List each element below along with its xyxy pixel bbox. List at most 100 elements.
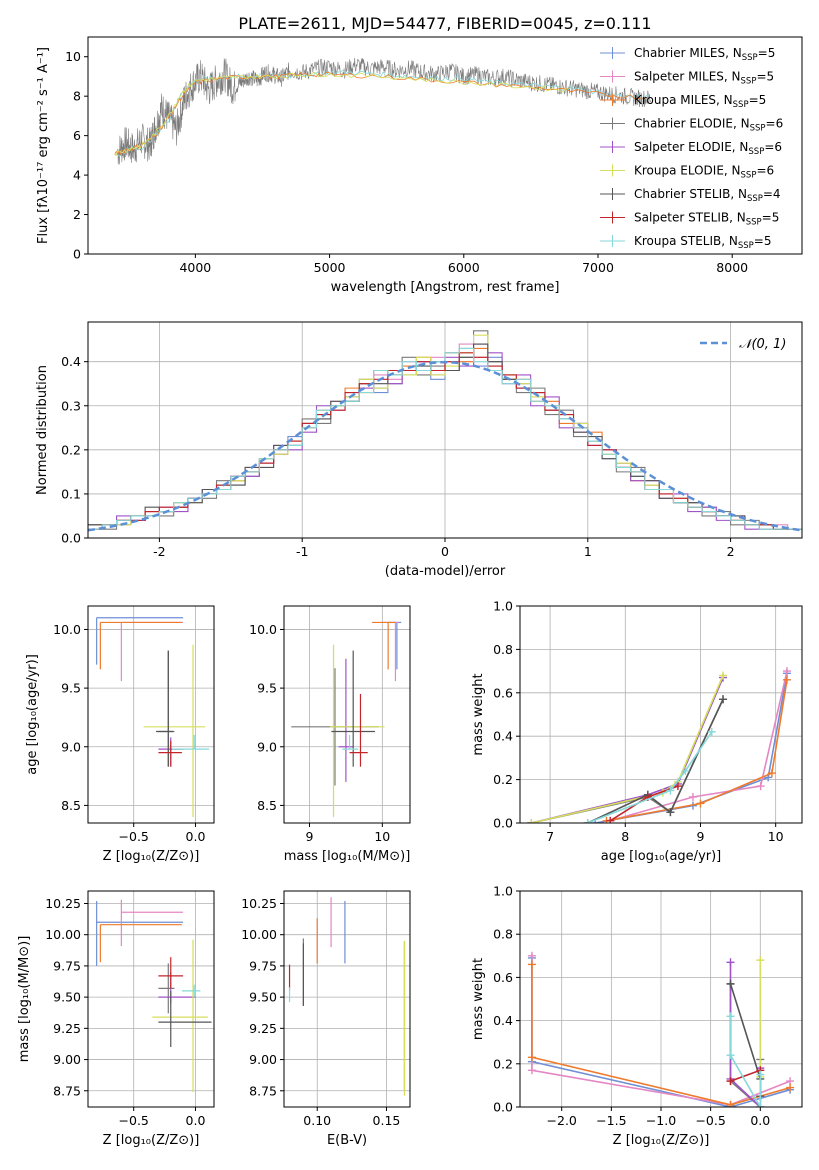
x-tick-label: −0.5 xyxy=(119,1113,149,1128)
error-cross xyxy=(342,735,359,750)
x-tick-label: 7000 xyxy=(582,260,614,275)
y-axis-label: age [log₁₀(age/yr)] xyxy=(25,654,40,775)
axes-frame xyxy=(519,605,803,824)
y-tick-label: 9.0 xyxy=(61,739,81,754)
x-tick-label: −1.5 xyxy=(596,1113,626,1128)
weight-line xyxy=(531,675,724,823)
error-cross xyxy=(181,984,201,998)
error-cross xyxy=(158,740,182,767)
x-tick-label: 8 xyxy=(621,829,629,844)
y-tick-label: 0.0 xyxy=(493,1100,513,1115)
y-tick-label: 0.2 xyxy=(493,1056,513,1071)
weight-point xyxy=(527,960,536,969)
error-cross xyxy=(96,617,184,665)
weight-point xyxy=(719,671,728,680)
error-cross xyxy=(158,990,212,1048)
x-tick-label: −0.5 xyxy=(119,829,149,844)
weight-line xyxy=(587,731,713,823)
weight-vs-metallicity-panel: −2.0 −1.5 −1.0 −0.5 0.0 0.0 0.2 0.4 0.6 0.8 1.0 Z [… xyxy=(471,884,803,1148)
x-tick-label: 8000 xyxy=(716,260,748,275)
x-tick-label: 2 xyxy=(727,544,735,559)
y-axis-label: mass weight xyxy=(471,673,486,755)
x-axis-label: Z [log₁₀(Z/Z⊙)] xyxy=(103,1133,200,1148)
weight-point xyxy=(756,1103,765,1107)
error-cross xyxy=(143,644,206,818)
error-cross xyxy=(158,957,184,989)
y-tick-label: 8.75 xyxy=(53,1083,81,1098)
y-tick-label: 10.25 xyxy=(241,896,277,911)
weight-point xyxy=(583,819,592,823)
error-cross xyxy=(99,621,182,670)
y-tick-label: 8.5 xyxy=(61,798,81,813)
y-axis-label: Normed distribution xyxy=(35,365,50,495)
y-tick-label: 0.0 xyxy=(61,531,81,546)
plot-area xyxy=(527,667,791,823)
spectrum-line xyxy=(114,71,569,156)
plot-area xyxy=(96,899,212,1093)
axes-frame xyxy=(283,605,411,824)
x-tick-label: 5000 xyxy=(314,260,346,275)
y-axis-label: mass [log₁₀(M/M⊙)] xyxy=(17,936,32,1063)
error-cross xyxy=(99,924,182,963)
y-tick-label: 10.00 xyxy=(241,927,277,942)
y-tick-label: 9.5 xyxy=(257,681,277,696)
y-tick-label: 0.1 xyxy=(61,486,81,501)
weight-point xyxy=(527,951,536,960)
axes-frame xyxy=(87,36,803,255)
mass-vs-ebv-panel: 0.10 0.15 8.75 9.00 9.25 9.50 9.75 10.00 10.25 E(… xyxy=(241,890,411,1148)
x-tick-label: 9 xyxy=(306,829,314,844)
error-cross xyxy=(155,650,174,767)
y-tick-label: 0.2 xyxy=(61,442,81,457)
axes: 7 8 9 10 0.0 0.2 0.4 0.6 0.8 1.0 age [log₁₀(age/yr… xyxy=(471,599,803,864)
y-tick-label: 0.4 xyxy=(61,354,81,369)
weight-point xyxy=(527,1066,536,1075)
weight-point xyxy=(707,727,716,736)
normal-curve xyxy=(88,360,802,532)
weight-point xyxy=(786,1083,795,1092)
x-tick-label: 0.0 xyxy=(186,1113,206,1128)
axes: −2.0 −1.5 −1.0 −0.5 0.0 0.0 0.2 0.4 0.6 0.8 1.0 Z [… xyxy=(471,884,803,1148)
weight-point xyxy=(726,1012,735,1021)
error-cross xyxy=(172,735,210,750)
x-tick-label: −2.0 xyxy=(547,1113,577,1128)
y-tick-label: 4 xyxy=(73,168,81,183)
grid xyxy=(284,891,410,1107)
weight-point xyxy=(726,1100,735,1107)
y-tick-label: 0.6 xyxy=(493,970,513,985)
x-tick-label: -2 xyxy=(153,544,165,559)
error-cross xyxy=(338,658,354,782)
weight-point xyxy=(527,1053,536,1062)
x-axis-label: age [log₁₀(age/yr)] xyxy=(601,849,722,864)
weight-vs-age-panel: 7 8 9 10 0.0 0.2 0.4 0.6 0.8 1.0 age [log₁₀(age/yr… xyxy=(471,599,803,864)
error-cross xyxy=(120,621,184,682)
weight-line xyxy=(729,1016,762,1107)
y-tick-label: 10.00 xyxy=(45,927,81,942)
x-tick-label: 10 xyxy=(768,829,784,844)
x-tick-label: -1 xyxy=(296,544,308,559)
weight-point xyxy=(756,956,765,965)
legend-label: Salpeter STELIB, NSSP=5 xyxy=(634,211,779,228)
y-tick-label: 0.8 xyxy=(493,642,513,657)
weight-point xyxy=(726,1077,735,1086)
y-tick-label: 9.25 xyxy=(249,1021,277,1036)
x-tick-label: −1.0 xyxy=(646,1113,676,1128)
y-tick-label: 8.75 xyxy=(249,1083,277,1098)
x-axis-label: Z [log₁₀(Z/Z⊙)] xyxy=(613,1133,710,1148)
legend-label: Kroupa ELODIE, NSSP=6 xyxy=(634,164,774,181)
mass-vs-metallicity-panel: −0.5 0.0 8.75 9.00 9.25 9.50 9.75 10.00 10.25 Z [… xyxy=(17,890,215,1148)
error-cross xyxy=(152,939,208,1093)
y-tick-label: 9.50 xyxy=(53,990,81,1005)
y-tick-label: 0.2 xyxy=(493,772,513,787)
axes-frame xyxy=(87,890,215,1108)
axes: 9 10 8.5 9.0 9.5 10.0 mass [log₁₀(M/M⊙)] xyxy=(249,605,411,864)
weight-point xyxy=(673,782,682,791)
x-tick-label: 4000 xyxy=(179,260,211,275)
x-tick-label: 0.0 xyxy=(186,829,206,844)
weight-line xyxy=(730,1069,761,1082)
legend: Chabrier MILES, NSSP=5 Salpeter MILES, NS… xyxy=(600,46,783,251)
x-tick-label: 9 xyxy=(697,829,705,844)
error-cross xyxy=(96,900,184,966)
y-tick-label: 9.00 xyxy=(53,1052,81,1067)
weight-point xyxy=(782,675,791,684)
y-tick-label: 10 xyxy=(65,49,81,64)
